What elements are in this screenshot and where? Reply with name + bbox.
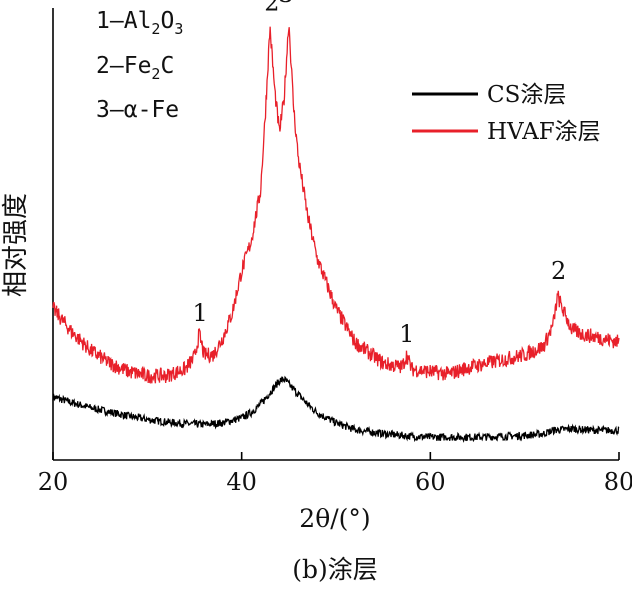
peak-label: 2 xyxy=(264,0,279,16)
x-tick-label: 80 xyxy=(604,468,632,496)
peak-label: 3 xyxy=(278,0,293,8)
x-tick-label: 60 xyxy=(415,468,446,496)
phase-key-item-2: 2—Fe2C xyxy=(96,53,174,83)
x-tick-label: 20 xyxy=(38,468,69,496)
legend-label-cs: CS涂层 xyxy=(487,82,566,108)
x-axis-label: 2θ/(°) xyxy=(299,504,370,533)
legend-label-hvaf: HVAF涂层 xyxy=(487,119,601,145)
plot-frame xyxy=(52,8,619,461)
phase-key-item-3: 3—α-Fe xyxy=(96,97,179,123)
y-axis-label: 相对强度 xyxy=(1,193,31,297)
x-tick-label: 40 xyxy=(226,468,257,496)
peak-label: 1 xyxy=(193,299,208,327)
series-layer xyxy=(52,26,620,443)
peak-label: 2 xyxy=(551,257,566,285)
peak-annotation-layer: 23112 xyxy=(193,0,567,348)
x-tick-layer: 20 40 60 80 xyxy=(38,452,632,496)
peak-label: 1 xyxy=(399,320,414,348)
phase-key: 1—Al2O3 2—Fe2C 3—α-Fe xyxy=(96,8,183,123)
figure-caption: (b)涂层 xyxy=(292,555,378,584)
series-line-hvaf xyxy=(52,26,620,384)
legend: CS涂层 HVAF涂层 xyxy=(412,82,601,145)
series-line-cs xyxy=(52,375,620,443)
phase-key-item-1: 1—Al2O3 xyxy=(96,8,183,38)
